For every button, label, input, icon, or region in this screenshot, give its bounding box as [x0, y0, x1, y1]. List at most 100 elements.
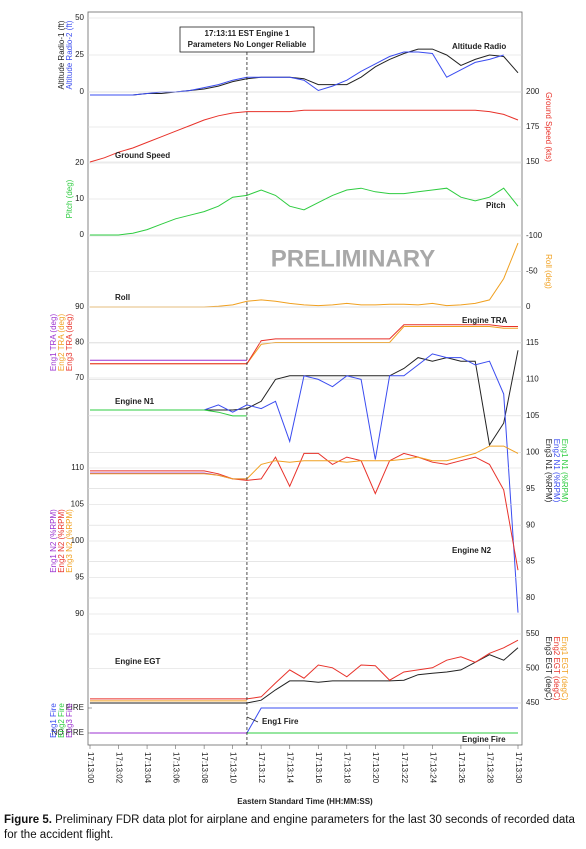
- y-tick-label: 100: [526, 447, 540, 456]
- x-tick-label: 17:13:20: [371, 752, 380, 784]
- y-tick-label: 90: [75, 302, 84, 311]
- data-line: [90, 639, 519, 700]
- y-tick-label: 450: [526, 698, 540, 707]
- y-tick-label: 105: [71, 500, 85, 509]
- legend-entry: Eng1 N1 (%RPM): [560, 439, 569, 503]
- panel-label: Pitch: [486, 201, 506, 210]
- data-line: [90, 445, 519, 480]
- x-tick-label: 17:13:26: [457, 752, 466, 784]
- legend-entry: Pitch (deg): [65, 179, 74, 218]
- x-tick-label: 17:13:22: [400, 752, 409, 784]
- legend-entry: Eng3 N2 (%RPM): [65, 509, 74, 573]
- legend-entry: Eng1 EGT (degC): [560, 637, 569, 701]
- x-tick-label: 17:13:10: [229, 752, 238, 784]
- panel-label: Eng1 Fire: [262, 717, 299, 726]
- x-tick-label: 17:13:24: [428, 752, 437, 784]
- legend-entry: Altitude Radio-1 (ft): [57, 20, 66, 89]
- x-tick-label: 17:13:30: [514, 752, 523, 784]
- data-line: [90, 409, 247, 417]
- y-tick-label: 115: [526, 338, 539, 347]
- y-tick-label: 0: [80, 87, 85, 96]
- y-tick-label: NO FIRE: [52, 728, 84, 737]
- panel-label: Engine N1: [115, 397, 155, 406]
- data-line: [90, 707, 518, 734]
- legend-entry: Eng3 TRA (deg): [65, 314, 74, 372]
- x-tick-label: 17:13:06: [171, 752, 180, 784]
- y-tick-label: 550: [526, 629, 540, 638]
- data-line: [90, 48, 519, 96]
- panel-label: Engine N2: [452, 546, 492, 555]
- legend-entry: Eng1 Fire: [49, 703, 58, 738]
- legend-entry: Eng2 N1 (%RPM): [552, 439, 561, 503]
- y-tick-label: 80: [526, 593, 535, 602]
- x-tick-label: 17:13:12: [257, 752, 266, 784]
- callout-arrow: [246, 716, 259, 723]
- x-tick-label: 17:13:16: [314, 752, 323, 784]
- caption: Figure 5. Preliminary FDR data plot for …: [4, 813, 582, 843]
- y-tick-label: 105: [526, 411, 540, 420]
- y-tick-label: -100: [526, 231, 543, 240]
- legend-entry: Eng2 TRA (deg): [57, 314, 66, 372]
- y-tick-label: 25: [75, 50, 84, 59]
- x-tick-label: 17:13:08: [200, 752, 209, 784]
- y-tick-label: 150: [526, 157, 540, 166]
- data-line: [90, 452, 519, 571]
- y-tick-label: 90: [526, 520, 535, 529]
- data-line: [90, 326, 518, 365]
- y-tick-label: 200: [526, 87, 540, 96]
- y-tick-label: 0: [80, 230, 85, 239]
- watermark: PRELIMINARY: [271, 245, 435, 272]
- event-label: 17:13:11 EST Engine 1: [205, 29, 290, 38]
- data-line: [90, 647, 519, 704]
- panel-label: Roll: [115, 293, 130, 302]
- caption-label: Figure 5.: [4, 814, 52, 826]
- x-axis-title: Eastern Standard Time (HH:MM:SS): [237, 797, 373, 806]
- legend-entry: Ground Speed (kts): [544, 92, 553, 162]
- y-tick-label: FIRE: [66, 703, 84, 712]
- legend-entry: Eng1 TRA (deg): [49, 314, 58, 372]
- y-tick-label: 95: [75, 573, 84, 582]
- y-tick-label: 110: [526, 375, 539, 384]
- panel-label: Engine EGT: [115, 657, 160, 666]
- data-line: [90, 51, 504, 96]
- x-tick-label: 17:13:02: [114, 752, 123, 784]
- y-tick-label: 85: [526, 557, 535, 566]
- y-tick-label: 95: [526, 484, 535, 493]
- y-tick-label: 110: [71, 463, 84, 472]
- data-line: [90, 353, 519, 613]
- y-tick-label: 100: [71, 536, 85, 545]
- x-tick-label: 17:13:00: [86, 752, 95, 784]
- panel-label: Engine TRA: [462, 316, 508, 325]
- data-line: [89, 109, 519, 163]
- legend-entry: Eng3 N1 (%RPM): [544, 439, 553, 503]
- plot-frame: [87, 11, 523, 746]
- legend-entry: Altitude Radio-2 (ft): [65, 20, 74, 89]
- legend-entry: Eng3 Fire: [65, 703, 74, 738]
- legend-entry: Eng1 N2 (%RPM): [49, 509, 58, 573]
- x-tick-label: 17:13:04: [143, 752, 152, 784]
- data-line: [90, 187, 519, 236]
- panel-label: Altitude Radio: [452, 42, 506, 51]
- y-tick-label: 500: [526, 664, 540, 673]
- x-tick-label: 17:13:14: [286, 752, 295, 784]
- y-tick-label: 20: [75, 158, 84, 167]
- y-tick-label: 70: [75, 373, 84, 382]
- y-tick-label: 90: [75, 609, 84, 618]
- y-tick-label: 0: [526, 302, 531, 311]
- y-tick-label: 175: [526, 122, 540, 131]
- y-tick-label: 10: [75, 194, 84, 203]
- x-tick-label: 17:13:28: [485, 752, 494, 784]
- event-label: Parameters No Longer Reliable: [188, 40, 307, 49]
- panel-label: Ground Speed: [115, 151, 170, 160]
- legend-entry: Eng2 N2 (%RPM): [57, 509, 66, 573]
- legend-entry: Eng2 EGT (degC): [552, 637, 561, 701]
- data-line: [90, 324, 518, 365]
- x-tick-label: 17:13:18: [343, 752, 352, 784]
- legend-entry: Roll (deg): [544, 254, 553, 289]
- y-tick-label: 80: [75, 338, 84, 347]
- caption-text: Preliminary FDR data plot for airplane a…: [4, 814, 575, 841]
- data-line: [90, 350, 519, 447]
- legend-entry: Eng3 EGT (degC): [544, 637, 553, 701]
